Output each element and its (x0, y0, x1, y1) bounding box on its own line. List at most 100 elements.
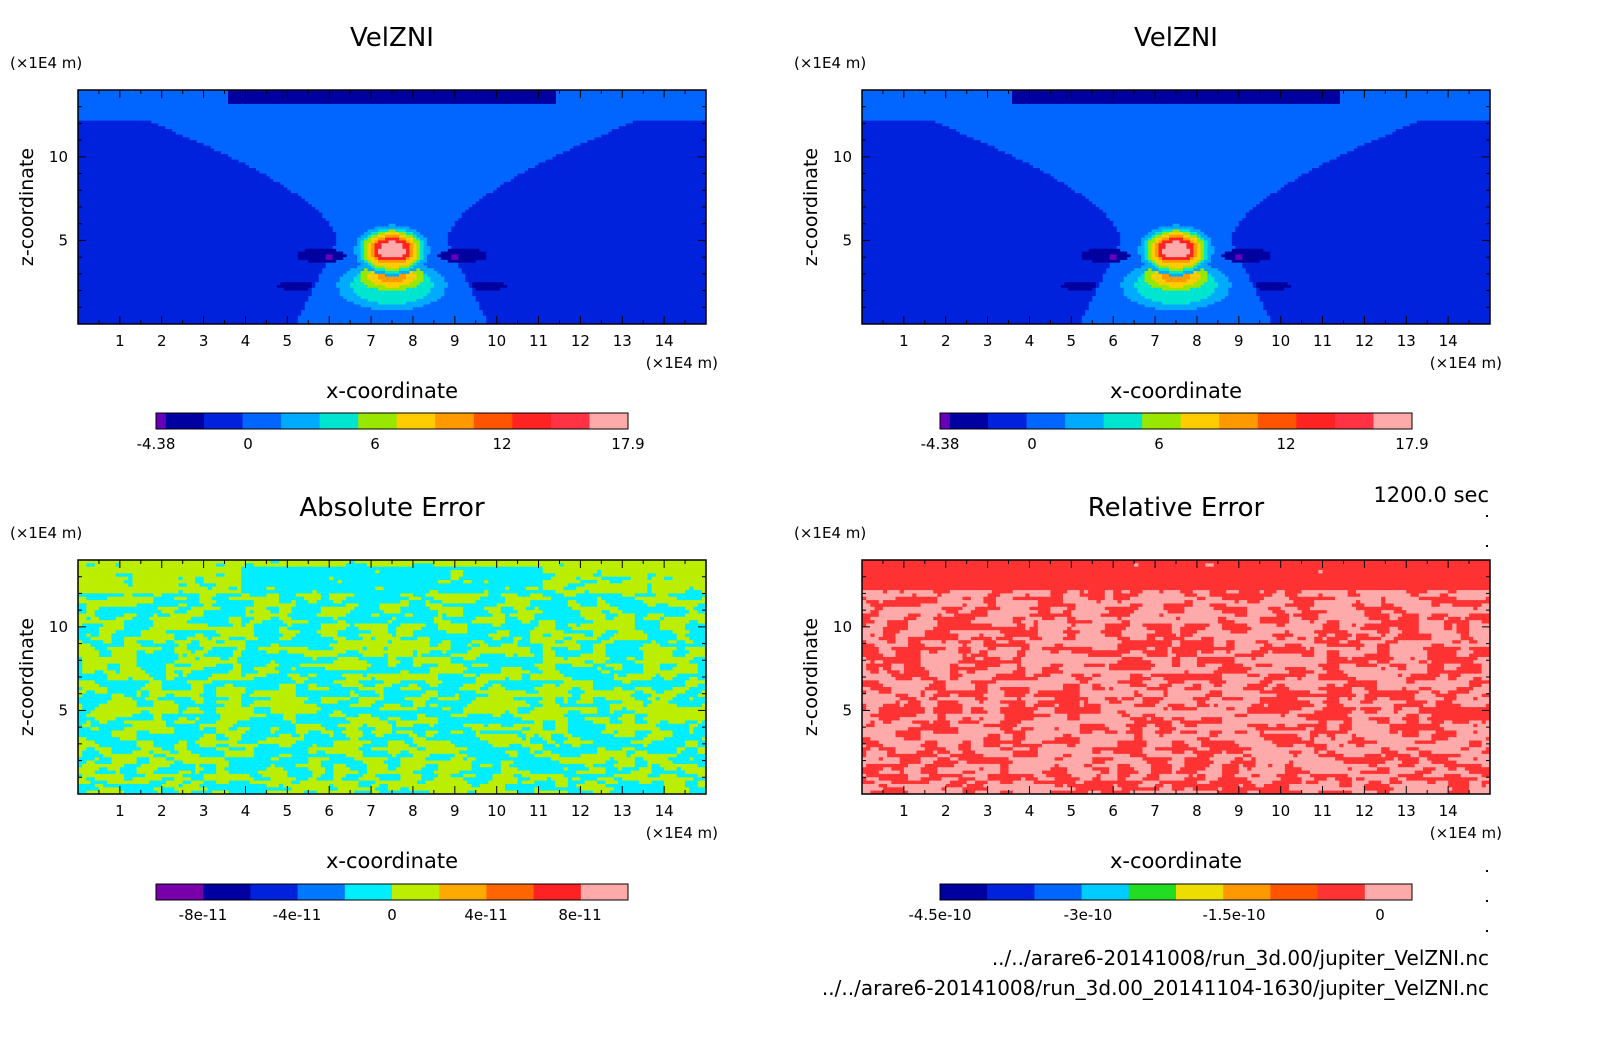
heatmap-cell (357, 115, 362, 119)
heatmap-cell (576, 159, 581, 164)
heatmap-cell (475, 162, 480, 166)
heatmap-cell (109, 134, 114, 138)
heatmap-cell (611, 109, 616, 113)
heatmap-cell (392, 112, 397, 116)
heatmap-cell (573, 137, 578, 141)
heatmap-cell (147, 162, 152, 166)
heatmap-cell (311, 95, 316, 99)
heatmap-cell (147, 154, 152, 158)
heatmap-cell (685, 101, 690, 105)
heatmap-cell (479, 145, 484, 150)
heatmap-cell (611, 90, 616, 94)
heatmap-cell (601, 123, 606, 127)
heatmap-cell (224, 134, 229, 138)
heatmap-cell (597, 98, 602, 102)
heatmap-cell (84, 145, 90, 150)
heatmap-cell (329, 103, 334, 108)
heatmap-cell (189, 98, 194, 102)
heatmap-cell (489, 103, 494, 108)
heatmap-cell (500, 134, 505, 138)
heatmap-cell (423, 156, 428, 161)
heatmap-cell (643, 131, 648, 136)
heatmap-cell (688, 154, 693, 158)
heatmap-cell (597, 90, 602, 94)
heatmap-cell (88, 140, 93, 144)
heatmap-cell (419, 148, 424, 152)
heatmap-cell (84, 154, 90, 158)
heatmap-cell (360, 106, 365, 111)
heatmap-cell (88, 156, 93, 161)
heatmap-cell (597, 162, 602, 166)
heatmap-cell (168, 129, 173, 133)
heatmap-cell (116, 145, 121, 150)
heatmap-cell (350, 106, 355, 111)
heatmap-cell (343, 90, 348, 94)
heatmap-cell (426, 151, 431, 155)
heatmap-cell (392, 154, 397, 158)
heatmap-cell (678, 156, 683, 161)
heatmap-cell (395, 151, 400, 155)
heatmap-cell (629, 115, 634, 119)
heatmap-cell (154, 106, 159, 111)
heatmap-cell (545, 162, 550, 166)
heatmap-cell (241, 112, 247, 116)
heatmap-cell (130, 98, 135, 102)
heatmap-cell (688, 162, 693, 166)
heatmap-cell (311, 123, 316, 127)
heatmap-cell (297, 90, 302, 94)
heatmap-cell (112, 101, 117, 105)
heatmap-cell (245, 137, 250, 141)
heatmap-cell (615, 103, 620, 108)
heatmap-cell (583, 145, 588, 150)
heatmap-cell (203, 117, 208, 122)
heatmap-cell (510, 151, 515, 155)
heatmap-cell (458, 90, 463, 94)
heatmap-cell (332, 126, 337, 130)
heatmap-cell (78, 134, 83, 138)
heatmap-cell (126, 137, 131, 141)
heatmap-cell (500, 165, 505, 169)
heatmap-cell (479, 156, 484, 161)
heatmap-cell (594, 115, 599, 119)
heatmap-cell (158, 156, 163, 161)
heatmap-cell (280, 162, 285, 166)
heatmap-cell (165, 137, 170, 141)
heatmap-cell (168, 109, 173, 113)
heatmap-cell (503, 101, 508, 105)
heatmap-cell (524, 90, 529, 94)
heatmap-cell (664, 90, 669, 94)
heatmap-cell (430, 159, 435, 164)
heatmap-cell (426, 90, 431, 94)
heatmap-cell (318, 101, 323, 105)
heatmap-cell (486, 142, 491, 147)
x-axis-label: x-coordinate (326, 379, 458, 403)
heatmap-cell (398, 140, 404, 144)
heatmap-cell (430, 145, 435, 150)
heatmap-cell (259, 92, 264, 97)
heatmap-cell (472, 101, 477, 105)
heatmap-cell (580, 131, 585, 136)
heatmap-cell (549, 162, 554, 166)
heatmap-cell (667, 101, 672, 105)
heatmap-cell (528, 92, 533, 97)
heatmap-cell (126, 90, 131, 94)
heatmap-cell (500, 98, 505, 102)
heatmap-cell (496, 98, 501, 102)
heatmap-cell (318, 115, 323, 119)
heatmap-cell (688, 95, 693, 99)
heatmap-cell (336, 92, 341, 97)
heatmap-cell (395, 120, 400, 125)
heatmap-cell (657, 101, 662, 105)
heatmap-cell (419, 137, 424, 141)
heatmap-cell (248, 98, 254, 102)
heatmap-cell (618, 90, 623, 94)
heatmap-cell (262, 115, 267, 119)
heatmap-cell (416, 123, 421, 127)
heatmap-cell (486, 95, 491, 99)
heatmap-cell (241, 126, 247, 130)
heatmap-cell (618, 140, 623, 144)
heatmap-cell (158, 115, 163, 119)
heatmap-cell (475, 151, 480, 155)
heatmap-cell (601, 92, 606, 97)
heatmap-cell (224, 115, 229, 119)
